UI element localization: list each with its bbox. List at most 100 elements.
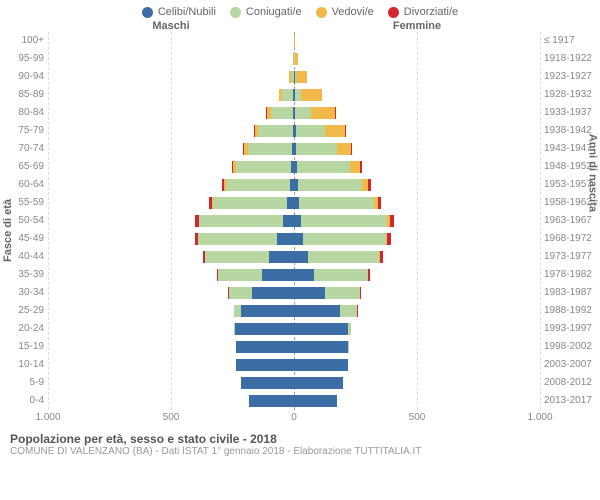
age-label: 85-89 (0, 86, 44, 104)
bar-segment (301, 215, 387, 227)
pyramid-row (48, 68, 540, 86)
legend-label: Vedovi/e (332, 6, 374, 18)
chart: Fasce di età Anni di nascita 100+95-9990… (0, 32, 600, 410)
bar-segment (350, 161, 360, 173)
bar-segment (236, 161, 291, 173)
x-tick: 1.000 (35, 412, 60, 423)
pyramid-row (48, 158, 540, 176)
legend-item: Coniugati/e (230, 6, 302, 18)
bar-segment (298, 179, 362, 191)
rows-container (48, 32, 540, 410)
bar-segment (213, 197, 287, 209)
bar-segment (351, 143, 352, 155)
grid-line (540, 32, 541, 410)
birth-label: 1923-1927 (544, 68, 600, 86)
legend-label: Celibi/Nubili (158, 6, 216, 18)
pyramid-row (48, 176, 540, 194)
bar-segment (271, 107, 293, 119)
legend-swatch (388, 7, 399, 18)
age-label: 20-24 (0, 320, 44, 338)
legend-item: Divorziati/e (388, 6, 458, 18)
pyramid-row (48, 356, 540, 374)
birth-label: 1933-1937 (544, 104, 600, 122)
pyramid-row (48, 104, 540, 122)
bar-segment (294, 341, 348, 353)
age-label: 75-79 (0, 122, 44, 140)
bar-segment (360, 287, 361, 299)
pyramid-row (48, 86, 540, 104)
x-tick: 1.000 (527, 412, 552, 423)
pyramid-row (48, 338, 540, 356)
x-tick: 0 (291, 412, 297, 423)
bar-segment (294, 377, 343, 389)
bar-segment (294, 395, 337, 407)
x-ticks: 1.00050005001.000 (48, 412, 540, 426)
age-label: 30-34 (0, 284, 44, 302)
legend-swatch (142, 7, 153, 18)
pyramid-row (48, 392, 540, 410)
x-tick: 500 (163, 412, 180, 423)
bar-segment (325, 125, 345, 137)
bar-segment (345, 125, 346, 137)
grid-line (417, 32, 418, 410)
bar-segment (294, 233, 303, 245)
plot-area (48, 32, 540, 410)
bar-segment (229, 287, 252, 299)
pyramid-row (48, 212, 540, 230)
birth-labels: ≤ 19171918-19221923-19271928-19321933-19… (540, 32, 600, 410)
bar-segment (248, 143, 292, 155)
bar-segment (294, 323, 348, 335)
birth-label: ≤ 1917 (544, 32, 600, 50)
legend: Celibi/Nubili Coniugati/e Vedovi/e Divorzia… (0, 0, 600, 20)
bar-segment (249, 395, 295, 407)
pyramid-row (48, 122, 540, 140)
age-label: 10-14 (0, 356, 44, 374)
bar-segment (311, 107, 334, 119)
bar-segment (241, 377, 294, 389)
grid-line (48, 32, 49, 410)
pyramid-row (48, 374, 540, 392)
birth-label: 1983-1987 (544, 284, 600, 302)
bar-segment (205, 251, 269, 263)
bar-segment (308, 251, 379, 263)
bar-segment (340, 305, 357, 317)
pyramid-row (48, 320, 540, 338)
bar-segment (294, 269, 314, 281)
bar-segment (294, 359, 348, 371)
bar-segment (262, 269, 294, 281)
pyramid-row (48, 266, 540, 284)
birth-label: 2013-2017 (544, 392, 600, 410)
birth-label: 1968-1972 (544, 230, 600, 248)
pyramid-row (48, 50, 540, 68)
bar-segment (226, 179, 290, 191)
age-label: 15-19 (0, 338, 44, 356)
bar-segment (294, 305, 340, 317)
bar-segment (296, 143, 337, 155)
bar-segment (360, 161, 362, 173)
bar-segment (258, 125, 292, 137)
y-axis-left-title: Fasce di età (2, 199, 14, 262)
bar-segment (299, 197, 374, 209)
male-header: Maschi (48, 20, 294, 32)
pyramid-row (48, 194, 540, 212)
birth-label: 1988-1992 (544, 302, 600, 320)
bar-segment (236, 341, 294, 353)
age-label: 70-74 (0, 140, 44, 158)
bar-segment (198, 233, 277, 245)
bar-segment (387, 233, 391, 245)
column-headers: Maschi Femmine (0, 20, 600, 32)
bar-segment (252, 287, 294, 299)
age-label: 0-4 (0, 392, 44, 410)
age-label: 80-84 (0, 104, 44, 122)
bar-segment (295, 107, 311, 119)
x-tick: 500 (409, 412, 426, 423)
age-label: 25-29 (0, 302, 44, 320)
pyramid-row (48, 302, 540, 320)
bar-segment (234, 305, 241, 317)
birth-label: 1978-1982 (544, 266, 600, 284)
x-axis: 1.000 500 0 500 1.000 (0, 412, 600, 426)
chart-title: Popolazione per età, sesso e stato civil… (10, 432, 590, 446)
birth-label: 1928-1932 (544, 86, 600, 104)
pyramid-row (48, 32, 540, 50)
pyramid-row (48, 230, 540, 248)
